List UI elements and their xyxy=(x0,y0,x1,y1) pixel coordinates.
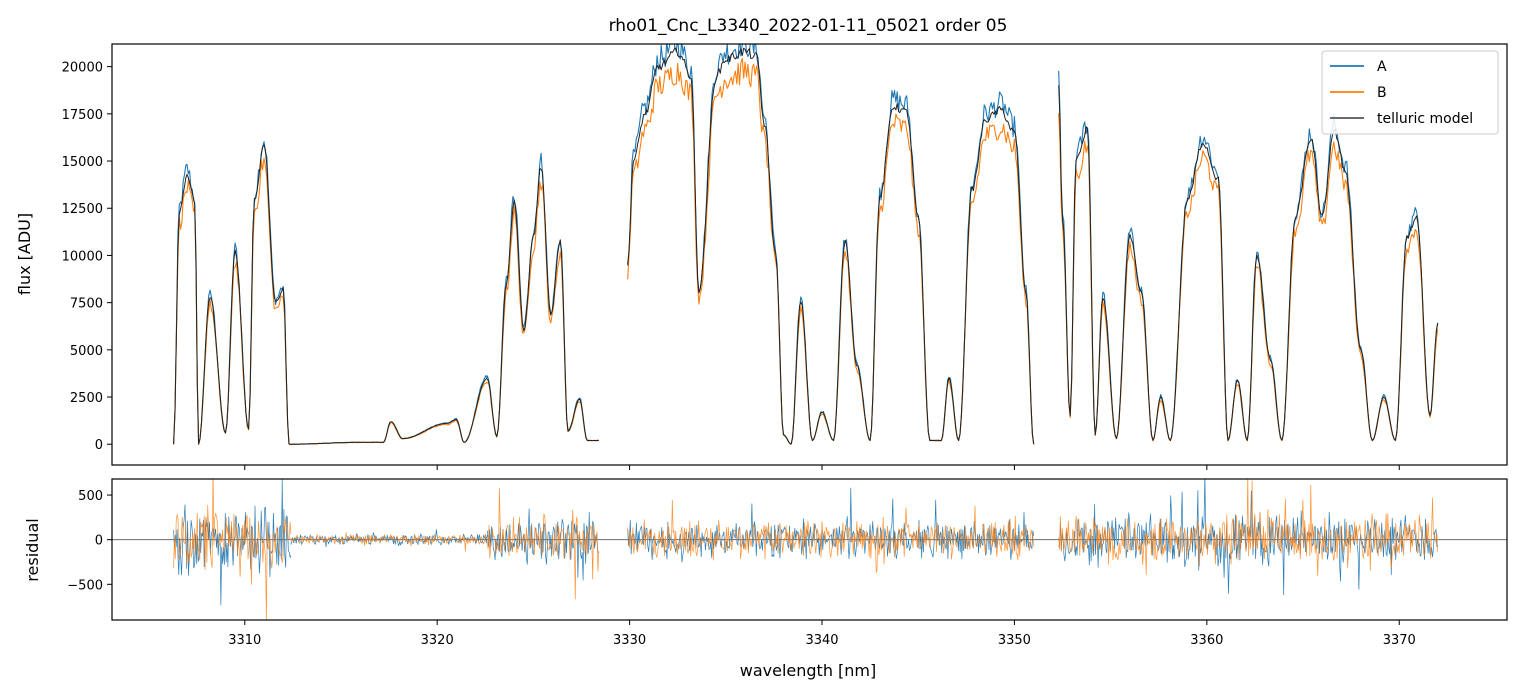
residual-b-line xyxy=(1058,479,1439,577)
residual-x-ticks: 3310 3320 3330 3340 3350 3360 3370 xyxy=(228,620,1416,648)
residual-b-line xyxy=(627,499,1035,574)
series-a-line xyxy=(790,90,1035,445)
flux-y-tick-label: 17500 xyxy=(62,108,103,123)
flux-y-tick-label: 7500 xyxy=(70,297,103,312)
flux-y-tick-label: 20000 xyxy=(62,61,103,76)
x-tick-label: 3360 xyxy=(1190,633,1223,648)
flux-series-group xyxy=(173,44,1439,446)
flux-y-axis-label: flux [ADU] xyxy=(15,213,34,295)
flux-panel: 0 2500 5000 7500 10000 12500 15000 17500 20000 f… xyxy=(15,43,1508,470)
residual-y-tick-label: 0 xyxy=(95,534,103,549)
series-telluric-model-line xyxy=(790,103,1035,445)
series-telluric-model-line xyxy=(1058,85,1283,441)
flux-y-ticks: 0 2500 5000 7500 10000 12500 15000 17500 20000 xyxy=(62,61,112,453)
series-telluric-model-line xyxy=(486,167,599,441)
x-tick-label: 3310 xyxy=(228,633,261,648)
series-telluric-model-line xyxy=(627,47,792,445)
series-a-line xyxy=(288,375,488,446)
series-telluric-model-line xyxy=(173,144,290,445)
residual-a-line xyxy=(173,479,292,606)
legend: A B telluric model xyxy=(1321,50,1499,135)
x-axis-label: wavelength [nm] xyxy=(740,661,877,680)
series-b-line xyxy=(288,381,488,446)
residual-y-tick-label: 500 xyxy=(78,489,103,504)
x-tick-label: 3340 xyxy=(805,633,838,648)
residual-b-line xyxy=(173,479,292,620)
residual-a-line xyxy=(486,508,599,581)
flux-y-tick-label: 0 xyxy=(95,438,103,453)
series-b-line xyxy=(487,181,599,442)
series-b-line xyxy=(1058,113,1283,442)
x-tick-label: 3350 xyxy=(998,633,1031,648)
residual-a-line xyxy=(290,529,488,547)
legend-label-a: A xyxy=(1377,59,1387,75)
series-a-line xyxy=(627,44,792,445)
flux-y-tick-label: 10000 xyxy=(62,249,103,264)
residual-axes-frame xyxy=(111,478,1508,621)
legend-box xyxy=(1321,50,1499,135)
flux-y-tick-label: 5000 xyxy=(70,344,103,359)
series-a-line xyxy=(1281,114,1439,442)
flux-y-tick-label: 15000 xyxy=(62,155,103,170)
residual-y-tick-label: −500 xyxy=(67,578,103,593)
flux-y-tick-label: 12500 xyxy=(62,202,103,217)
x-tick-label: 3370 xyxy=(1383,633,1416,648)
legend-label-telluric: telluric model xyxy=(1377,111,1473,127)
residual-y-ticks: −500 0 500 xyxy=(67,489,112,593)
flux-y-tick-label: 2500 xyxy=(70,391,103,406)
series-b-line xyxy=(627,57,792,445)
residual-series-group xyxy=(112,479,1507,620)
series-a-line xyxy=(1058,70,1283,442)
legend-label-b: B xyxy=(1377,85,1387,101)
x-tick-label: 3330 xyxy=(613,633,646,648)
residual-b-line xyxy=(486,488,600,600)
residual-b-line xyxy=(290,532,488,552)
flux-axes-frame xyxy=(111,43,1508,466)
chart-title: rho01_Cnc_L3340_2022-01-11_05021 order 0… xyxy=(609,16,1008,36)
series-b-line xyxy=(1281,141,1439,442)
residual-y-axis-label: residual xyxy=(23,518,42,581)
residual-panel: −500 0 500 3310 3320 3330 3340 3350 3360 3370 re… xyxy=(23,478,1508,680)
flux-x-ticks xyxy=(244,465,1400,470)
series-telluric-model-line xyxy=(1281,129,1439,441)
x-tick-label: 3320 xyxy=(421,633,454,648)
series-telluric-model-line xyxy=(288,377,488,445)
